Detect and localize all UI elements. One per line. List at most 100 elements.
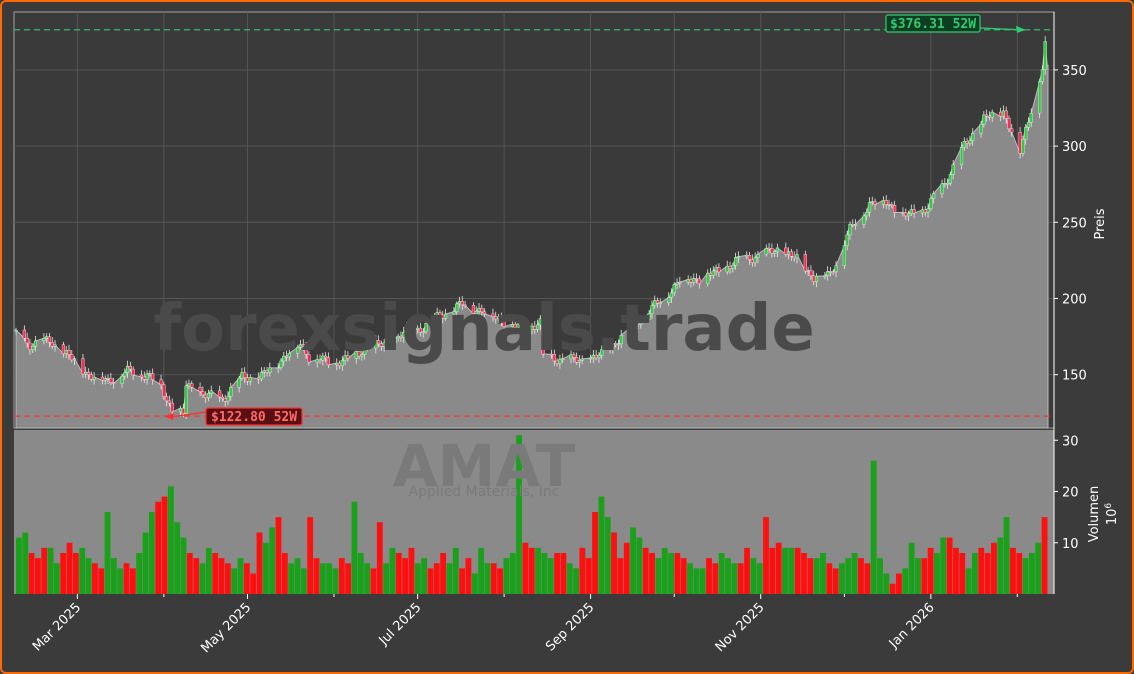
candle-up	[814, 276, 819, 282]
candle-down	[198, 387, 202, 392]
volume-bar-down	[155, 501, 162, 594]
candle-up	[382, 342, 386, 347]
volume-bar-up	[731, 563, 738, 594]
candle-down	[142, 376, 146, 380]
volume-bar-up	[22, 532, 29, 594]
candle-down	[904, 212, 908, 217]
volume-bar-down	[674, 553, 681, 594]
candle-up	[92, 376, 96, 380]
candle-up	[959, 147, 964, 165]
volume-bar-up	[1029, 553, 1035, 594]
candle-up	[932, 193, 936, 199]
volume-bar-up	[237, 558, 244, 594]
volume-bar-up	[110, 558, 117, 594]
candle-up	[206, 392, 211, 398]
candle-up	[616, 343, 621, 346]
candle-down	[109, 377, 113, 383]
watermark-text: forexsignals.trade	[153, 292, 815, 366]
high-52w-box	[885, 14, 981, 33]
candle-up	[561, 358, 565, 361]
candle-up	[823, 275, 827, 278]
candle-up	[103, 378, 107, 381]
candle-up	[906, 213, 911, 217]
candle-up	[237, 378, 241, 388]
candle-up	[945, 182, 950, 185]
candle-up	[920, 209, 925, 214]
candle-down	[873, 201, 877, 205]
volume-bar-down	[193, 558, 200, 594]
low-52w-arrow	[169, 411, 207, 418]
candle-up	[736, 256, 740, 258]
candle-up	[84, 371, 88, 375]
candle-down	[480, 307, 484, 313]
candle-down	[162, 384, 166, 397]
candle-up	[990, 111, 994, 118]
candle-up	[588, 357, 593, 360]
candle-down	[767, 248, 771, 250]
candle-up	[979, 123, 983, 134]
candle-down	[784, 247, 788, 255]
candle-up	[365, 347, 370, 350]
volume-bar-down	[769, 547, 776, 594]
candle-up	[1038, 81, 1042, 114]
candle-down	[985, 114, 989, 117]
volume-bar-down	[623, 542, 630, 594]
volume-bar-down	[28, 553, 35, 594]
candle-up	[1024, 127, 1028, 140]
candle-up	[706, 272, 710, 284]
candle-up	[870, 201, 874, 203]
candle-up	[455, 303, 459, 312]
candle-up	[734, 257, 738, 266]
volume-bar-up	[972, 553, 978, 594]
candle-down	[747, 254, 752, 260]
volume-bar-down	[490, 563, 497, 594]
candle-up	[120, 375, 124, 384]
candle-down	[67, 350, 71, 355]
candle-up	[686, 279, 690, 283]
candle-up	[901, 212, 905, 214]
candle-down	[307, 354, 311, 363]
candle-up	[268, 367, 272, 373]
price-axis-label: Preis	[1093, 208, 1108, 239]
volume-bar-down	[959, 553, 966, 594]
volume-bar-up	[85, 558, 92, 594]
volume-tick-label: 30	[1062, 434, 1079, 449]
candle-up	[385, 342, 389, 344]
candle-down	[890, 204, 894, 206]
candle-down	[892, 205, 897, 213]
candle-up	[287, 353, 291, 358]
annotations: $376.31 52W $122.80 52W	[14, 14, 1054, 426]
candle-up	[123, 372, 127, 377]
candle-down	[912, 209, 916, 214]
volume-bar-down	[256, 532, 263, 594]
candle-down	[139, 374, 144, 378]
candle-up	[360, 354, 364, 357]
volume-bar-up	[630, 527, 636, 594]
candle-up	[558, 358, 562, 364]
candle-up	[962, 141, 966, 148]
volume-bar-up	[940, 537, 947, 594]
candle-down	[998, 111, 1003, 117]
candle-up	[608, 348, 612, 350]
candle-up	[909, 209, 913, 214]
volume-bar-down	[712, 563, 719, 594]
volume-bar-up	[421, 558, 428, 594]
candle-down	[257, 377, 261, 380]
low-52w-label: $122.80 52W	[211, 410, 297, 425]
candle-up	[31, 346, 35, 351]
candle-down	[552, 354, 556, 362]
candle-down	[655, 300, 660, 304]
volume-bar-down	[801, 553, 807, 594]
candle-up	[42, 338, 46, 342]
price-tick-label: 150	[1062, 369, 1087, 384]
volume-bar-down	[345, 563, 352, 594]
candle-down	[50, 342, 54, 347]
volume-bar-up	[693, 568, 700, 594]
candle-up	[628, 327, 632, 336]
volume-bar-up	[414, 563, 421, 594]
volume-bar-up	[16, 537, 22, 594]
candle-up	[1021, 139, 1025, 154]
volume-bar-up	[661, 547, 668, 594]
volume-bar-up	[509, 553, 516, 594]
volume-bar-down	[889, 583, 896, 594]
